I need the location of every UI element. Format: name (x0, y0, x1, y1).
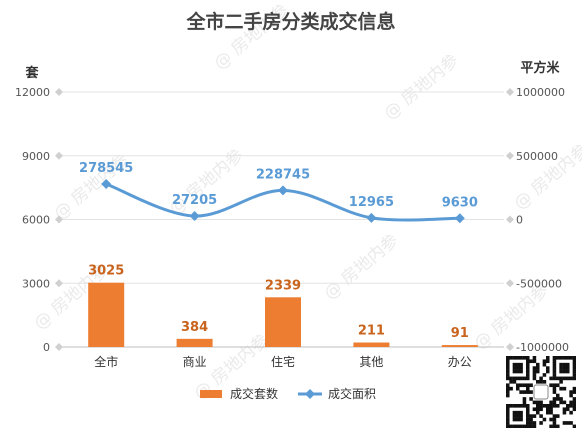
bar[interactable] (176, 338, 213, 347)
left-axis-unit: 套 (24, 65, 39, 81)
qr-code-icon (506, 356, 577, 429)
right-axis-ticks: -1000000 -500000 0 500000 1000000 (506, 86, 569, 354)
bar-data-label: 211 (358, 324, 385, 339)
right-tick-marker (506, 279, 514, 288)
right-tick-label: 0 (516, 214, 523, 227)
right-tick-marker (506, 215, 514, 224)
left-tick-marker (55, 151, 63, 160)
bar[interactable] (353, 342, 390, 347)
left-tick-label: 12000 (15, 86, 50, 99)
bar[interactable] (88, 282, 125, 347)
line-data-label: 27205 (172, 193, 217, 208)
line-data-label: 278545 (79, 161, 133, 176)
category-labels: 全市 商业 住宅 其他 办公 (94, 354, 472, 369)
line-data-label: 12965 (349, 195, 394, 210)
category-label: 商业 (183, 354, 207, 369)
legend-bar-label: 成交套数 (230, 386, 278, 401)
legend[interactable]: 成交套数 成交面积 (200, 386, 376, 401)
bar[interactable] (265, 297, 301, 347)
line-point[interactable] (278, 185, 288, 196)
right-tick-marker (506, 88, 514, 96)
left-tick-marker (55, 343, 63, 351)
line-data-label: 9630 (442, 195, 478, 210)
category-label: 其他 (359, 355, 383, 369)
watermark-text: @ 房地内参 (380, 50, 462, 123)
right-tick-marker (506, 343, 514, 351)
legend-bar-swatch (200, 390, 222, 398)
right-tick-label: -500000 (516, 277, 562, 290)
line-point[interactable] (366, 212, 377, 223)
bar[interactable] (441, 345, 478, 347)
right-axis-unit: 平方米 (520, 60, 560, 76)
watermark-text: @ 房地内参 (320, 230, 402, 303)
legend-line-marker (305, 389, 315, 399)
category-label: 办公 (448, 354, 472, 369)
bar-series: 3025 384 2339 211 91 (88, 264, 478, 347)
left-tick-marker (55, 279, 63, 288)
bar-data-label: 384 (181, 320, 208, 335)
right-tick-label: 500000 (516, 150, 558, 163)
left-axis-ticks: 0 3000 6000 9000 12000 (15, 86, 63, 354)
line-point[interactable] (101, 178, 112, 189)
legend-line-label: 成交面积 (328, 386, 376, 401)
line-point[interactable] (454, 213, 465, 224)
left-tick-marker (55, 215, 63, 224)
chart-title: 全市二手房分类成交信息 (185, 10, 395, 33)
left-tick-label: 6000 (22, 214, 50, 227)
left-tick-label: 0 (43, 341, 50, 354)
line-point[interactable] (189, 211, 200, 222)
line-series: 278545 27205 228745 12965 9630 (79, 161, 478, 224)
bar-data-label: 3025 (88, 264, 124, 279)
category-label: 住宅 (271, 354, 295, 369)
category-label: 全市 (94, 354, 118, 369)
bar-data-label: 2339 (265, 278, 301, 293)
qr-code (506, 356, 577, 429)
line-data-label: 228745 (256, 167, 310, 182)
bar-data-label: 91 (451, 326, 469, 341)
left-tick-marker (55, 88, 63, 96)
left-tick-label: 3000 (22, 277, 50, 290)
right-tick-label: 1000000 (516, 86, 565, 99)
right-tick-label: -1000000 (516, 341, 569, 354)
left-tick-label: 9000 (22, 150, 50, 163)
right-tick-marker (506, 151, 514, 160)
